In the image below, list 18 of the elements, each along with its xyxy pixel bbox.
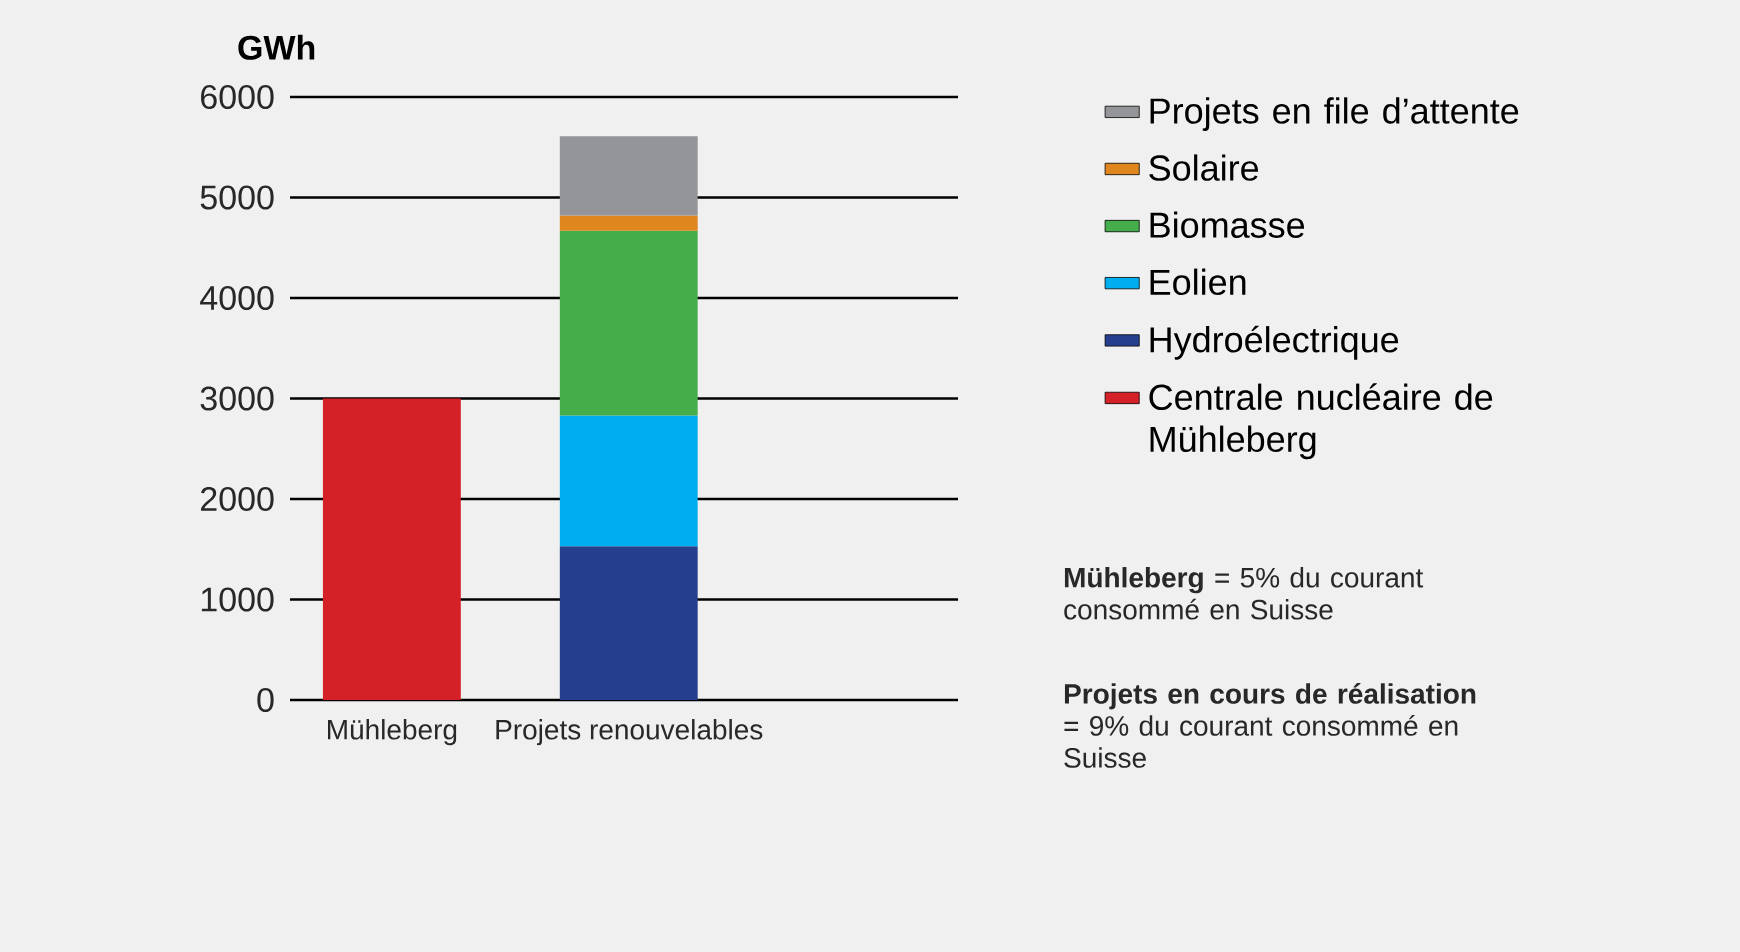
x-tick-label: Projets renouvelables [496, 719, 763, 746]
x-tick-label: Mühleberg [328, 719, 457, 746]
y-axis-title: GWh [238, 34, 315, 60]
legend-label: Eolien [1150, 268, 1246, 296]
legend-label: Hydroélectrique [1150, 325, 1399, 360]
y-tick-label: 6000 [201, 84, 274, 110]
legend-label: Biomasse [1150, 211, 1305, 238]
y-tick-label: 5000 [200, 185, 274, 210]
legend-label: Solaire [1149, 154, 1259, 181]
text: Projets en cours de réalisation = 9% du courant consommé en Suisse [1064, 683, 1476, 768]
legend-label: Centrale nucléaire de Mühleberg [1149, 383, 1493, 460]
text: Mühleberg = 5% du courant consommé en Suisse [1064, 567, 1424, 620]
legend-label: Projets en file d’attente [1150, 97, 1519, 131]
y-tick-label: 3000 [200, 386, 274, 411]
y-tick-label: 2000 [201, 486, 274, 512]
y-tick-label: 1000 [201, 587, 274, 612]
y-tick-label: 0 [257, 687, 274, 713]
y-tick-label: 4000 [200, 285, 274, 311]
